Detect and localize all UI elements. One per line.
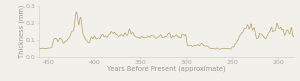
X-axis label: Years Before Present (approximate): Years Before Present (approximate) [107, 66, 226, 72]
Y-axis label: Thickness (mm): Thickness (mm) [19, 5, 25, 58]
